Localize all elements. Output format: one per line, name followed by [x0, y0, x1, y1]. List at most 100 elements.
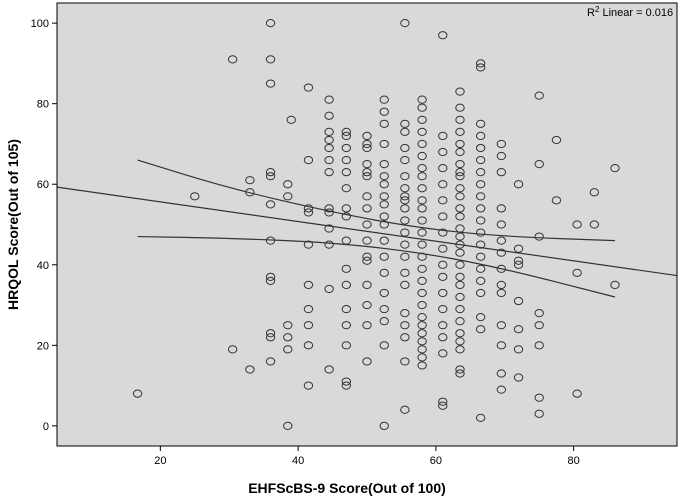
data-point	[438, 321, 448, 330]
y-tick-label: 40	[37, 260, 49, 272]
data-point	[303, 204, 314, 213]
data-point	[227, 345, 238, 354]
data-point	[379, 200, 389, 209]
data-point	[341, 155, 352, 165]
data-point	[534, 309, 544, 318]
data-point	[417, 228, 427, 237]
data-point	[475, 252, 486, 261]
data-point	[400, 280, 410, 290]
confidence-band-upper	[137, 159, 616, 242]
data-point	[610, 280, 620, 290]
data-point	[265, 272, 276, 281]
data-point	[496, 248, 507, 257]
data-point	[283, 345, 293, 354]
data-point	[265, 172, 276, 181]
data-point	[400, 204, 410, 213]
data-point	[362, 172, 372, 181]
data-point	[379, 252, 389, 261]
data-point	[362, 256, 372, 265]
data-point	[362, 252, 372, 261]
data-point	[341, 212, 352, 221]
data-point	[303, 381, 314, 390]
data-point	[475, 143, 486, 153]
data-point	[513, 296, 524, 306]
data-point	[455, 240, 465, 249]
data-point	[324, 111, 334, 120]
data-point	[475, 413, 486, 422]
data-point	[324, 155, 334, 165]
data-point	[475, 276, 486, 285]
data-point	[341, 377, 352, 386]
data-point	[265, 200, 276, 209]
data-point	[455, 115, 465, 124]
data-point	[265, 329, 276, 338]
data-point	[400, 228, 410, 237]
data-point	[455, 329, 465, 338]
x-tick-label: 80	[568, 455, 580, 467]
data-point	[341, 280, 352, 290]
data-point	[362, 220, 372, 229]
data-point	[400, 19, 410, 28]
data-point	[455, 345, 465, 354]
data-point	[400, 155, 410, 165]
data-point	[438, 131, 448, 140]
data-point	[475, 192, 486, 201]
data-point	[379, 95, 389, 104]
data-point	[400, 119, 410, 128]
data-point	[438, 272, 448, 281]
data-point	[513, 256, 524, 265]
data-point	[324, 284, 334, 294]
data-point	[496, 321, 507, 330]
y-tick-label: 0	[43, 421, 49, 433]
data-point	[417, 300, 427, 310]
data-point	[475, 313, 486, 322]
data-point	[400, 216, 410, 225]
data-point	[341, 184, 352, 193]
data-point	[379, 180, 389, 189]
data-point	[324, 224, 334, 233]
data-point	[362, 131, 372, 140]
data-point	[455, 168, 465, 177]
data-point	[417, 264, 427, 273]
data-point	[417, 321, 427, 330]
data-point	[475, 204, 486, 213]
linear-fit-line	[56, 186, 678, 277]
x-tick-label: 40	[292, 455, 304, 467]
data-point	[303, 304, 314, 314]
data-point	[455, 272, 465, 281]
data-point	[227, 55, 238, 64]
data-point	[610, 164, 620, 173]
data-point	[283, 192, 293, 201]
data-point	[379, 159, 389, 169]
data-point	[455, 184, 465, 193]
data-point	[513, 373, 524, 382]
data-point	[286, 115, 296, 124]
data-point	[417, 329, 427, 338]
data-point	[455, 260, 465, 269]
data-point	[303, 341, 314, 350]
data-point	[341, 131, 352, 140]
data-point	[341, 127, 352, 136]
r-squared-superscript: 2	[595, 5, 600, 14]
data-point	[265, 357, 276, 366]
data-point	[245, 188, 255, 197]
data-point	[341, 341, 352, 350]
data-point	[341, 143, 352, 153]
data-point	[417, 276, 427, 285]
data-point	[513, 260, 524, 269]
data-point	[379, 421, 389, 430]
data-point	[324, 127, 334, 136]
data-point	[417, 172, 427, 181]
data-point	[341, 304, 352, 314]
data-point	[496, 288, 507, 298]
data-point	[400, 192, 410, 201]
data-point	[438, 212, 448, 221]
data-point	[400, 309, 410, 318]
data-point	[438, 244, 448, 253]
data-point	[362, 280, 372, 290]
data-point	[572, 389, 582, 398]
data-point	[245, 365, 255, 374]
data-point	[417, 288, 427, 298]
y-axis-title: HRQOL Score(Out of 105)	[5, 139, 21, 310]
